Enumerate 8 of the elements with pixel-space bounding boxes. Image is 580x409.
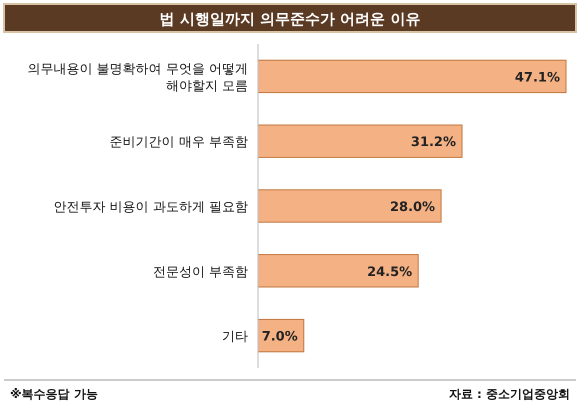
- annotation: ※복수응답 가능: [10, 387, 98, 401]
- data-label: 31.2%: [410, 135, 456, 150]
- annotation: 자료 : 중소기업중앙회: [448, 387, 570, 401]
- data-label: 7.0%: [262, 330, 298, 345]
- data-label: 28.0%: [390, 200, 436, 215]
- title: 법 시행일까지 의무준수가 어려운 이유: [160, 10, 420, 28]
- data-label: 24.5%: [367, 264, 412, 280]
- data-label: 47.1%: [514, 70, 560, 86]
